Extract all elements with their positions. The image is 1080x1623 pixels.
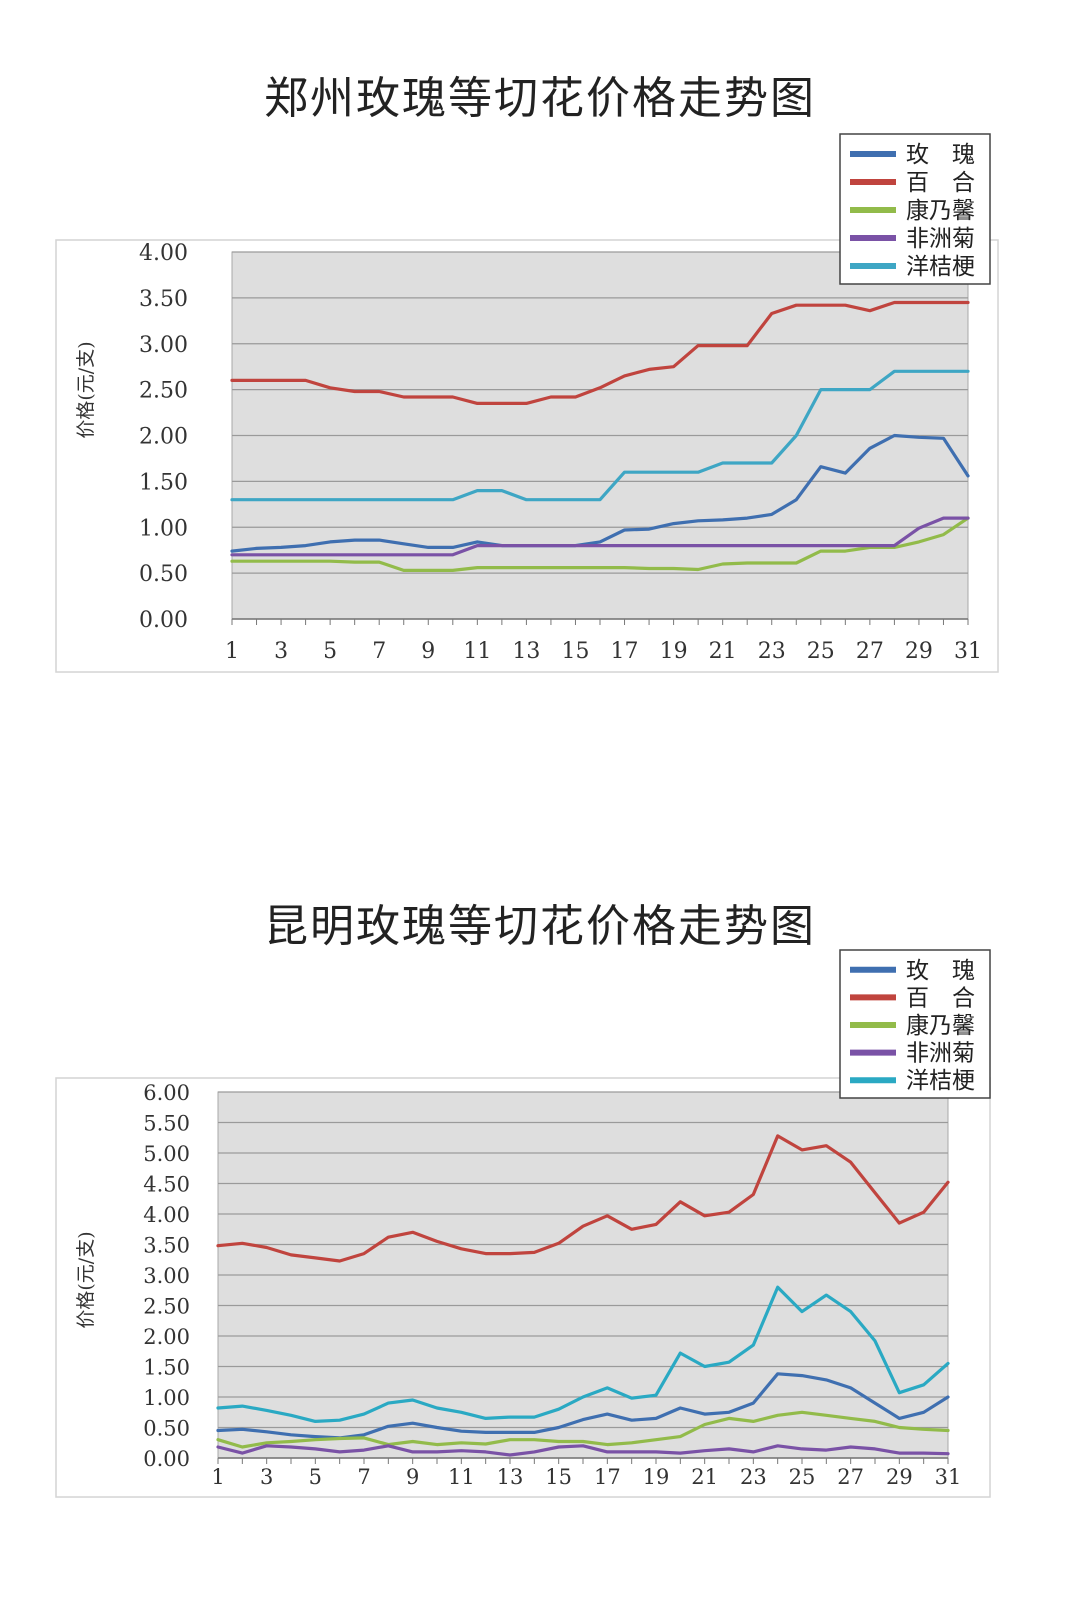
x-tick-label: 15 — [545, 1465, 572, 1489]
y-tick-label: 2.00 — [143, 1325, 190, 1349]
y-tick-label: 0.00 — [139, 608, 188, 633]
x-tick-label: 25 — [807, 639, 835, 664]
x-tick-label: 5 — [309, 1465, 322, 1489]
series-line — [216, 1444, 950, 1457]
y-tick-label: 1.50 — [143, 1356, 190, 1380]
chart-title: 昆明玫瑰等切花价格走势图 — [264, 901, 816, 952]
series-line — [216, 1410, 950, 1449]
x-tick-label: 7 — [372, 639, 386, 664]
x-tick-label: 11 — [463, 639, 491, 664]
x-tick-label: 29 — [886, 1465, 913, 1489]
legend-label: 洋桔梗 — [906, 1068, 975, 1094]
legend-label: 百 合 — [906, 985, 975, 1011]
x-tick-label: 9 — [421, 639, 435, 664]
x-tick-label: 29 — [905, 639, 933, 664]
x-tick-label: 1 — [225, 639, 239, 664]
y-tick-label: 3.00 — [139, 333, 188, 358]
y-tick-label: 4.00 — [139, 241, 188, 266]
y-tick-label: 3.50 — [139, 287, 188, 312]
y-tick-label: 0.00 — [143, 1447, 190, 1471]
x-tick-label: 5 — [323, 639, 337, 664]
x-tick-label: 1 — [211, 1465, 224, 1489]
y-tick-label: 2.00 — [139, 425, 188, 450]
legend-label: 非洲菊 — [906, 1041, 975, 1067]
series-line — [230, 516, 970, 573]
series-line — [216, 1134, 950, 1263]
x-tick-label: 7 — [357, 1465, 370, 1489]
x-tick-label: 25 — [789, 1465, 816, 1489]
kunming-chart-svg: 0.00 0.50 1.00 1.50 2.00 2.50 3.00 3.50 4.00 4.50… — [55, 949, 991, 1498]
x-tick-label: 21 — [709, 639, 737, 664]
y-tick-label: 6.00 — [143, 1081, 190, 1105]
series-line — [230, 433, 970, 553]
zhengzhou-chart-svg: 0.000.501.001.502.002.503.003.504.001 3 5 7… — [55, 133, 999, 673]
chart-title: 郑州玫瑰等切花价格走势图 — [264, 73, 816, 124]
x-tick-label: 23 — [740, 1465, 767, 1489]
y-tick-label: 1.50 — [139, 470, 188, 495]
x-tick-label: 31 — [954, 639, 982, 664]
y-tick-label: 5.00 — [143, 1142, 190, 1166]
x-tick-label: 27 — [856, 639, 884, 664]
legend-label: 非洲菊 — [906, 226, 975, 252]
x-tick-label: 15 — [561, 639, 589, 664]
x-tick-label: 11 — [448, 1465, 475, 1489]
y-tick-label: 3.50 — [143, 1234, 190, 1258]
series-line — [230, 369, 970, 502]
x-tick-label: 13 — [497, 1465, 524, 1489]
y-axis-label: 价格(元/支) — [75, 341, 97, 438]
x-tick-label: 31 — [935, 1465, 962, 1489]
series-line — [216, 1285, 950, 1424]
y-tick-label: 1.00 — [143, 1386, 190, 1410]
legend-label: 康乃馨 — [906, 198, 975, 224]
y-tick-label: 4.00 — [143, 1203, 190, 1227]
legend-label: 洋桔梗 — [906, 254, 975, 280]
x-tick-label: 3 — [260, 1465, 273, 1489]
x-tick-label: 17 — [594, 1465, 621, 1489]
legend-label: 百 合 — [906, 170, 975, 196]
legend-label: 玫 瑰 — [906, 142, 975, 168]
y-tick-label: 0.50 — [143, 1417, 190, 1441]
x-tick-label: 3 — [274, 639, 288, 664]
x-tick-label: 9 — [406, 1465, 419, 1489]
y-tick-label: 2.50 — [139, 379, 188, 404]
series-line — [230, 516, 970, 557]
legend-label: 康乃馨 — [906, 1013, 975, 1039]
x-tick-label: 23 — [758, 639, 786, 664]
y-tick-label: 1.00 — [139, 516, 188, 541]
x-tick-label: 27 — [837, 1465, 864, 1489]
x-tick-label: 19 — [643, 1465, 670, 1489]
zhengzhou-chart: 郑州玫瑰等切花价格走势图 0.00 0.50 1.00 1.50 2.00 2.50 3.0… — [0, 0, 1080, 720]
legend-label: 玫 瑰 — [906, 958, 975, 984]
y-axis-label: 价格(元/支) — [75, 1231, 97, 1328]
x-tick-label: 13 — [512, 639, 540, 664]
y-tick-label: 5.50 — [143, 1112, 190, 1136]
series-line — [230, 300, 970, 405]
x-tick-label: 19 — [660, 639, 688, 664]
x-tick-label: 21 — [691, 1465, 718, 1489]
y-tick-label: 4.50 — [143, 1173, 190, 1197]
y-tick-label: 0.50 — [139, 562, 188, 587]
y-tick-label: 3.00 — [143, 1264, 190, 1288]
kunming-chart: 昆明玫瑰等切花价格走势图 0.00 0.50 1.00 1.50 2.00 2.50 3.0… — [0, 860, 1080, 1580]
y-tick-label: 2.50 — [143, 1295, 190, 1319]
x-tick-label: 17 — [611, 639, 639, 664]
